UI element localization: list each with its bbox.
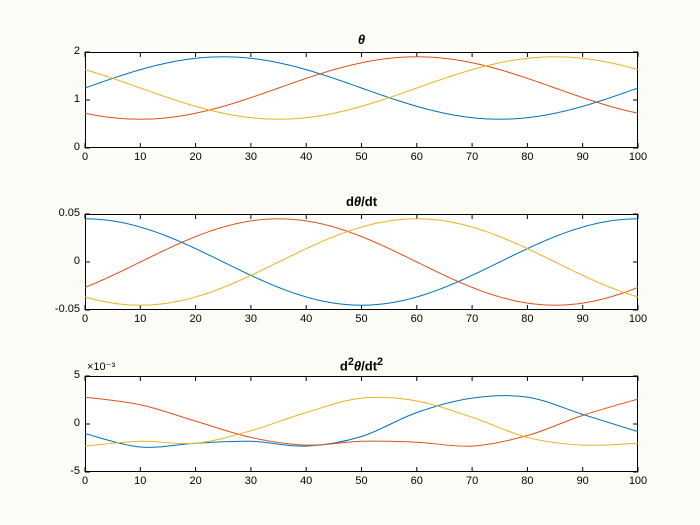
subplot-title-0: θ xyxy=(85,32,638,47)
xtick-label: 40 xyxy=(294,475,318,487)
xtick-label: 100 xyxy=(626,313,650,325)
figure: θ 0 10 20 30 40 50 60 70 80 90 100 0 1 2 dθ/dt 0 10 20 30 40… xyxy=(0,0,700,525)
xtick-label: 60 xyxy=(405,313,429,325)
ytick-label: 0.05 xyxy=(59,207,80,219)
subplot-title-1: dθ/dt xyxy=(85,194,638,209)
xtick-label: 70 xyxy=(460,151,484,163)
ytick-label: -5 xyxy=(70,465,80,477)
series-0 xyxy=(85,396,638,448)
xtick-label: 90 xyxy=(571,475,595,487)
xtick-label: 70 xyxy=(460,475,484,487)
xtick-label: 10 xyxy=(128,475,152,487)
plot-svg-1 xyxy=(85,214,638,310)
xtick-label: 30 xyxy=(239,475,263,487)
xtick-label: 20 xyxy=(184,475,208,487)
ytick-label: -0.05 xyxy=(55,303,80,315)
xtick-label: 100 xyxy=(626,475,650,487)
xtick-label: 60 xyxy=(405,151,429,163)
subplot-title-2: d2θ/dt2 xyxy=(85,356,638,373)
xtick-label: 100 xyxy=(626,151,650,163)
xtick-label: 50 xyxy=(350,313,374,325)
xtick-label: 10 xyxy=(128,313,152,325)
xtick-label: 10 xyxy=(128,151,152,163)
xtick-label: 40 xyxy=(294,313,318,325)
xtick-label: 90 xyxy=(571,313,595,325)
xtick-label: 20 xyxy=(184,151,208,163)
series-2 xyxy=(85,219,638,305)
xtick-label: 80 xyxy=(515,313,539,325)
plot-svg-0 xyxy=(85,52,638,148)
xtick-label: 90 xyxy=(571,151,595,163)
ytick-label: 1 xyxy=(74,93,80,105)
xtick-label: 40 xyxy=(294,151,318,163)
xtick-label: 20 xyxy=(184,313,208,325)
ytick-label: 5 xyxy=(74,369,80,381)
xtick-label: 30 xyxy=(239,151,263,163)
exponent-2: ×10⁻³ xyxy=(87,360,115,373)
xtick-label: 50 xyxy=(350,151,374,163)
ytick-label: 2 xyxy=(74,45,80,57)
ytick-label: 0 xyxy=(74,417,80,429)
xtick-label: 70 xyxy=(460,313,484,325)
xtick-label: 30 xyxy=(239,313,263,325)
xtick-label: 80 xyxy=(515,151,539,163)
ytick-label: 0 xyxy=(74,255,80,267)
plot-svg-2 xyxy=(85,376,638,472)
ytick-label: 0 xyxy=(74,141,80,153)
xtick-label: 80 xyxy=(515,475,539,487)
xtick-label: 60 xyxy=(405,475,429,487)
xtick-label: 50 xyxy=(350,475,374,487)
